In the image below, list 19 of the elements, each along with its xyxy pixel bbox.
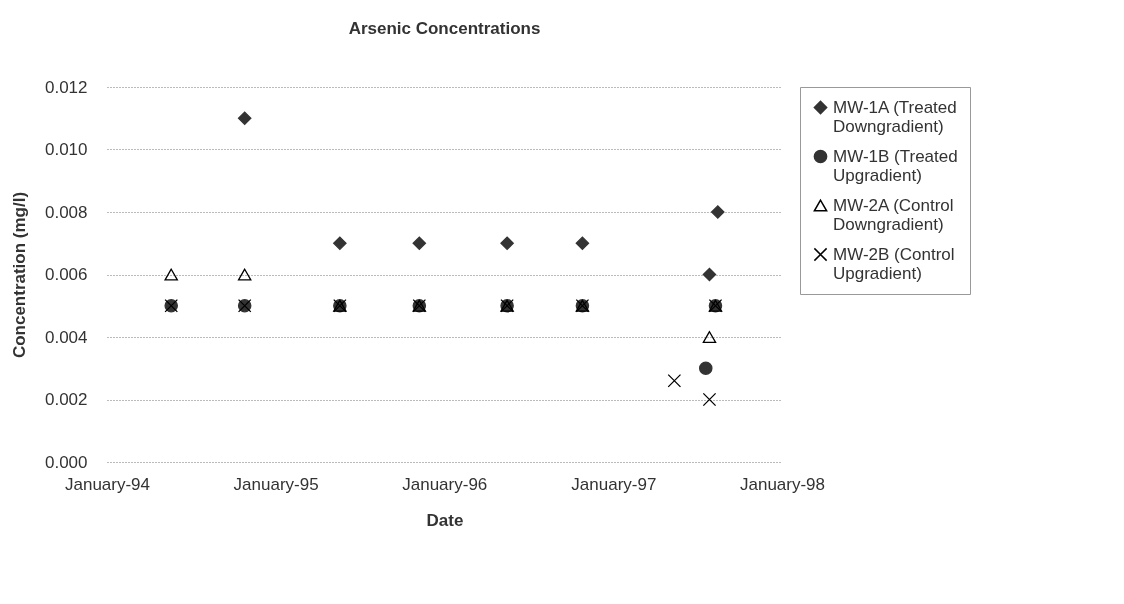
y-tick-label: 0.012 <box>44 77 88 97</box>
y-tick-label: 0.000 <box>44 452 88 472</box>
legend-label: MW-2B (Control Upgradient) <box>833 244 955 283</box>
legend-label: MW-1B (Treated Upgradient) <box>833 146 958 185</box>
y-tick-label: 0.008 <box>44 202 88 222</box>
legend-label: MW-2A (Control Downgradient) <box>833 195 954 234</box>
y-tick-label: 0.004 <box>44 327 88 347</box>
y-tick-label: 0.006 <box>44 265 88 284</box>
y-tick-label: 0.002 <box>44 390 88 409</box>
x-tick-label: January-95 <box>233 474 319 494</box>
x-tick-label: January-94 <box>64 474 151 494</box>
y-tick-label: 0.010 <box>44 140 88 159</box>
x-axis-title: Date <box>426 510 464 530</box>
y-axis-title: Concentration (mg/l) <box>9 191 29 359</box>
chart-title: Arsenic Concentrations <box>348 19 541 38</box>
legend-label: MW-1A (Treated Downgradient) <box>833 97 957 136</box>
x-tick-label: January-98 <box>739 474 826 494</box>
x-tick-label: January-96 <box>402 474 488 494</box>
x-tick-label: January-97 <box>571 474 657 494</box>
